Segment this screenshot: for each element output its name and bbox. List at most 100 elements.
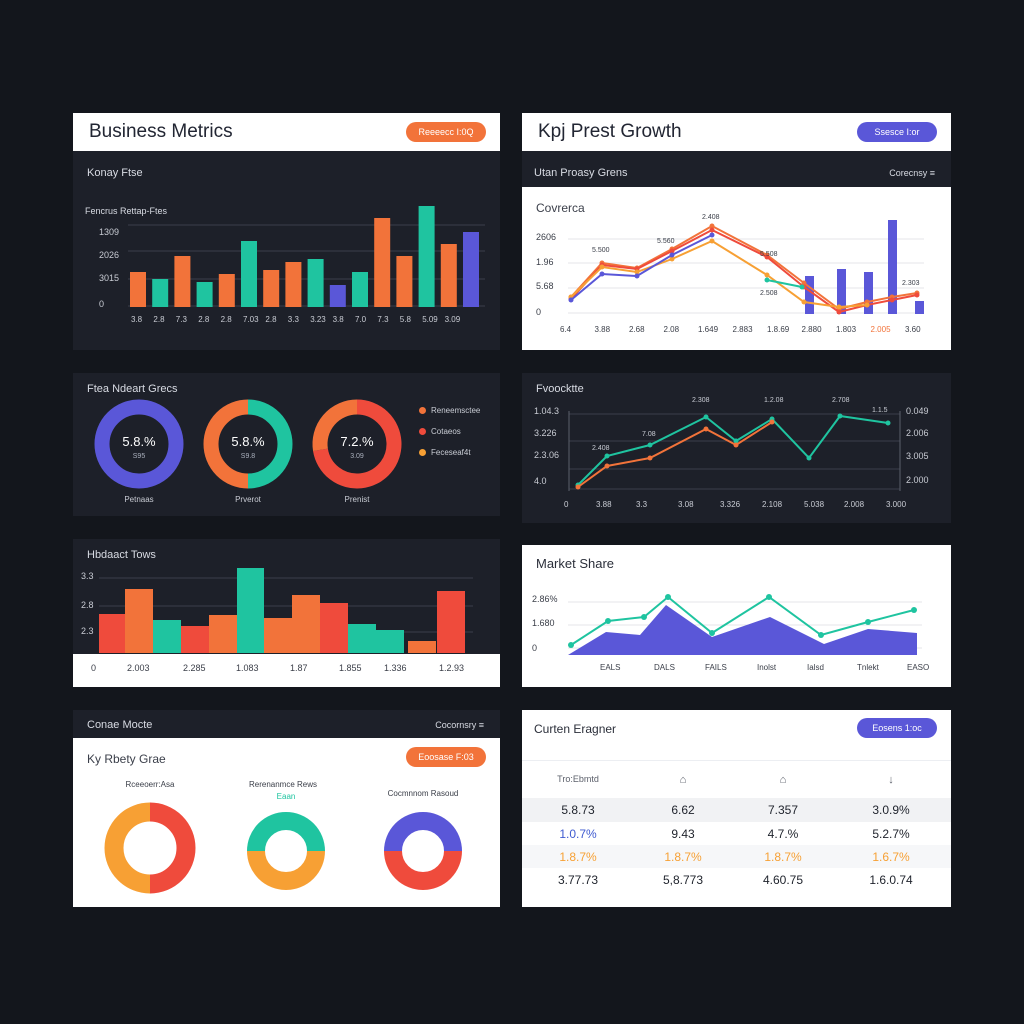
- series-line: [766, 279, 803, 288]
- data-point: [914, 292, 920, 298]
- column-header: ⌂: [679, 774, 687, 786]
- filter-button[interactable]: Eoosase F:03: [406, 747, 486, 767]
- bar: [307, 259, 324, 307]
- donut-segment: [247, 399, 293, 489]
- table-row: [522, 822, 951, 846]
- data-point: [801, 299, 807, 305]
- bar: [463, 232, 479, 307]
- area-fill: [568, 605, 917, 655]
- data-point: [647, 442, 653, 448]
- donut-subvalue: S9.8: [240, 453, 256, 460]
- legend-label: Reneemsctee: [431, 406, 481, 415]
- panel-header: Business Metrics Reeeecc I:0Q: [73, 113, 500, 151]
- series-line: [577, 414, 889, 486]
- bar-chart: [128, 206, 485, 307]
- table-cell: 1.6.0.74: [869, 873, 913, 887]
- histogram-panel: Hbdaact Tows 3.3 2.8 2.3 0 2.003 2.285 1.083 1…: [73, 539, 500, 687]
- data-point: [634, 273, 640, 279]
- x-tick-label: 1.336: [384, 663, 407, 673]
- panel-title: Hbdaact Tows: [87, 549, 156, 561]
- area-chart: [568, 594, 922, 655]
- y-tick-label: 3015: [99, 273, 120, 283]
- bar: [396, 256, 413, 307]
- table-cell: 5.8.73: [561, 803, 595, 817]
- y-tick-label: 2.006: [906, 428, 929, 438]
- data-point: [604, 463, 610, 469]
- x-tick-label: 7.3: [377, 315, 389, 324]
- x-tick-label: 2.8: [220, 315, 232, 324]
- settings-button[interactable]: Ssesce I:or: [857, 122, 937, 142]
- panel-subtitle: Conae Mocte: [87, 719, 153, 731]
- chart-title: Ky Rbety Grae: [87, 752, 166, 766]
- donut-percent: 5.8.%: [122, 434, 156, 449]
- y-tick-label: 3.226: [534, 428, 557, 438]
- donut-label: Prverot: [235, 495, 261, 504]
- table-cell: 1.8.7%: [764, 850, 802, 864]
- data-point: [885, 420, 891, 426]
- panel-title: Ftea Ndeart Grecs: [87, 383, 178, 395]
- panel-title: Curten Eragner: [534, 722, 617, 736]
- ring-segment: [104, 802, 151, 894]
- bar: [376, 630, 404, 653]
- data-point: [764, 272, 770, 278]
- currency-selector[interactable]: Corecnsy ≡: [889, 168, 935, 178]
- table-cell: 9.43: [671, 827, 695, 841]
- data-point: [709, 630, 715, 636]
- donut-subvalue: S95: [132, 453, 146, 460]
- data-label: 5.560: [657, 238, 675, 245]
- data-point: [641, 614, 647, 620]
- x-tick-label: 2.8: [265, 315, 277, 324]
- export-button[interactable]: Reeeecc I:0Q: [406, 122, 486, 142]
- x-tick-label: 5.09: [422, 315, 438, 324]
- data-point: [801, 280, 807, 286]
- y-tick-label: 2.8: [81, 600, 94, 610]
- x-tick-label: EALS: [600, 663, 621, 672]
- line-chart-area: Covrerca 2606 1.96 5.68 0 6.4 3.88 2.68 2.08 1.…: [522, 187, 951, 350]
- x-tick-label: 7.3: [175, 315, 187, 324]
- x-tick-label: 2.68: [629, 325, 645, 334]
- table-cell: 7.357: [767, 803, 799, 817]
- data-point: [733, 442, 739, 448]
- donut-label: Petnaas: [124, 495, 154, 504]
- x-tick-label: 3.23: [310, 315, 326, 324]
- bar: [888, 220, 897, 314]
- data-point: [769, 419, 775, 425]
- panel-title: Market Share: [536, 556, 615, 571]
- y-tick-label: 3.005: [906, 451, 929, 461]
- market-share-panel: Market Share 2.86% 1.680 0 EALS DALS FAILS In…: [522, 545, 951, 687]
- ring-chart-area: Ky Rbety Grae Eoosase F:03 Rceeoerr:Asa R…: [73, 738, 500, 907]
- bar: [181, 626, 209, 653]
- data-point: [634, 269, 640, 275]
- table-row: [522, 798, 951, 822]
- table-cell: 4.60.75: [762, 873, 804, 887]
- y-tick-label: 2.3.06: [534, 450, 560, 460]
- data-point: [709, 232, 715, 238]
- table-cell: 3.0.9%: [872, 803, 910, 817]
- y-tick-label: 1.04.3: [534, 406, 560, 416]
- table-row: [522, 868, 951, 892]
- x-tick-label: Tnlekt: [857, 663, 879, 672]
- data-point: [864, 302, 870, 308]
- data-point: [599, 271, 605, 277]
- options-button[interactable]: Eosens 1:oc: [857, 718, 937, 738]
- line-chart: [568, 411, 901, 491]
- bar: [130, 272, 146, 307]
- panel-title: Kpj Prest Growth: [538, 121, 682, 142]
- table-cell: 1.8.7%: [664, 850, 702, 864]
- legend-item: Feceseaf4t: [419, 448, 471, 457]
- y-tick-label: 0: [532, 643, 538, 653]
- bar: [153, 620, 181, 653]
- x-tick-label: 2.008: [844, 500, 865, 509]
- bar: [99, 614, 127, 653]
- table-cell: 5.2.7%: [872, 827, 910, 841]
- y-tick-label: 0.049: [906, 406, 929, 416]
- y-tick-label: 3.3: [81, 571, 94, 581]
- x-tick-label: 2.108: [762, 500, 783, 509]
- table-cell: 5,8.773: [662, 873, 704, 887]
- x-tick-label: 3.88: [594, 325, 611, 334]
- panel-header: Kpj Prest Growth Ssesce I:or: [522, 113, 951, 151]
- legend-swatch: [419, 428, 426, 436]
- currency-selector[interactable]: Cocornsry ≡: [435, 720, 484, 730]
- x-tick-label: 2.005: [870, 325, 891, 334]
- donut-label: Prenist: [344, 495, 370, 504]
